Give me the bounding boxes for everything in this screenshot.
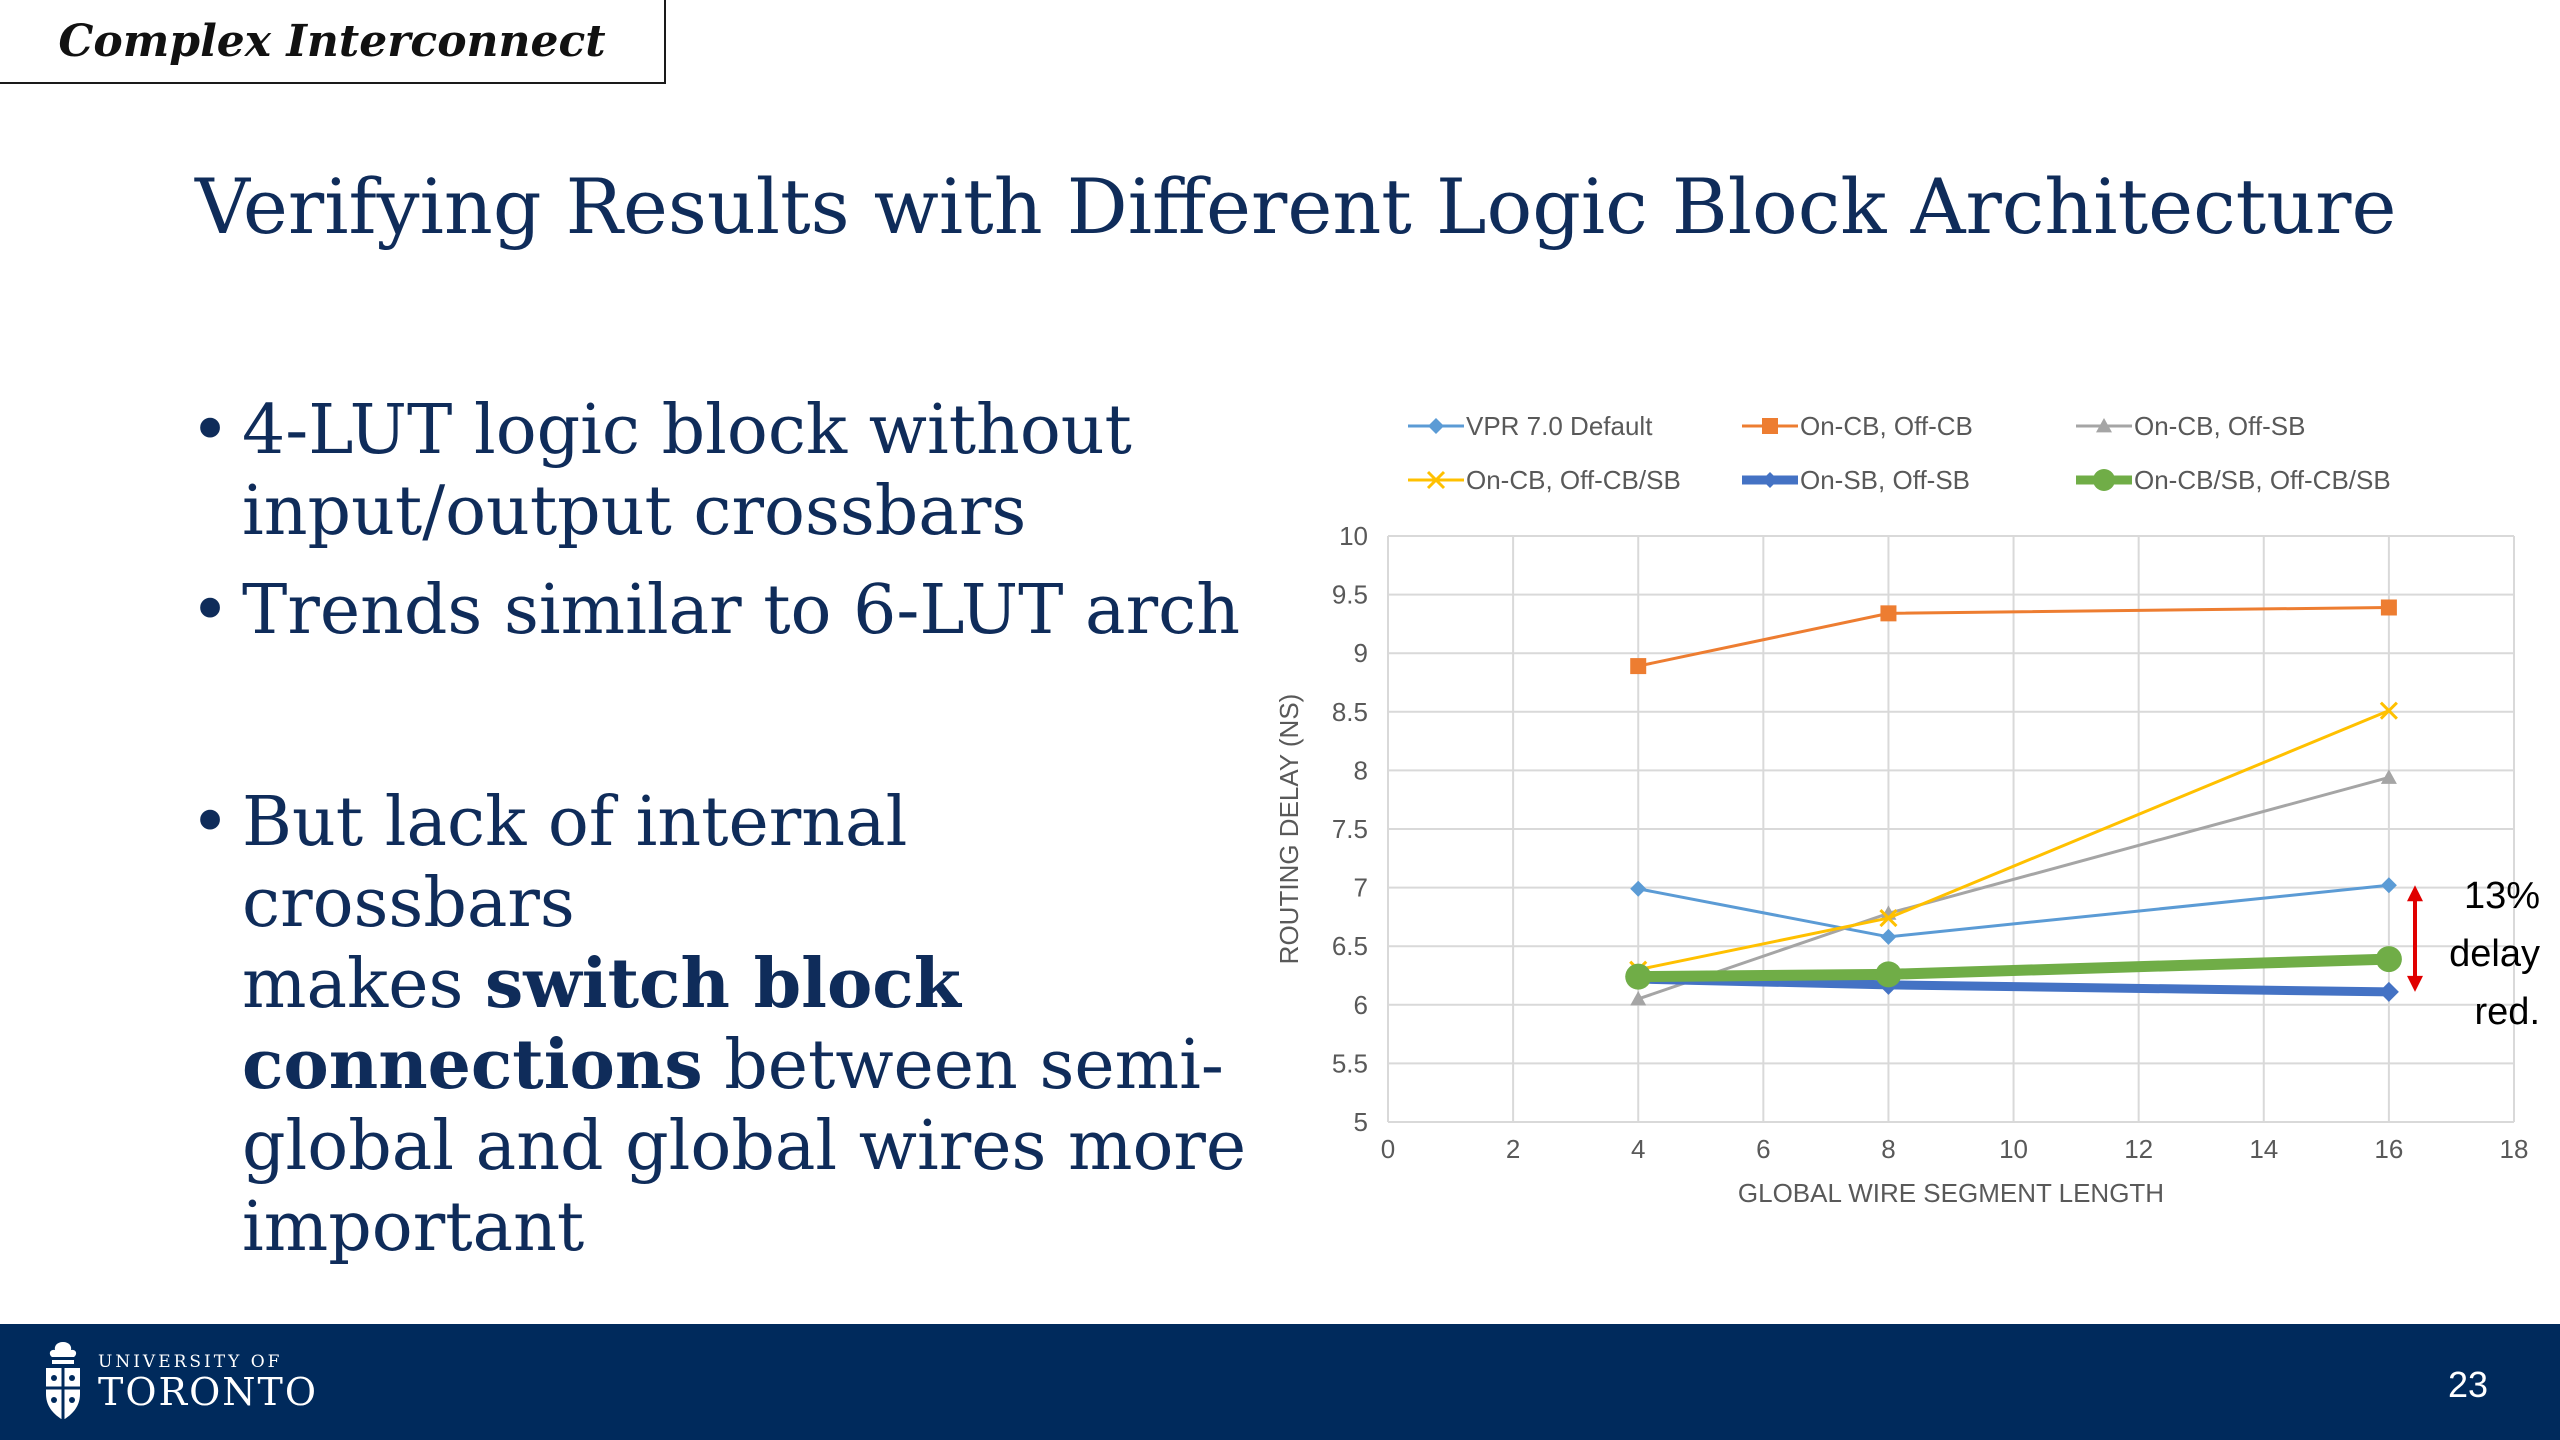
slide-title: Verifying Results with Different Logic B… [195, 162, 2397, 251]
x-tick-label: 4 [1631, 1134, 1645, 1164]
bullet-3-line-2: makes switch block [242, 944, 1250, 1025]
data-point-3 [1879, 909, 1898, 928]
y-tick-label: 9.5 [1332, 580, 1368, 610]
data-point-1 [1630, 658, 1647, 675]
bullet-3-line-5: important [242, 1188, 585, 1267]
bullet-1-line-1: 4-LUT logic block without [242, 391, 1132, 470]
bullet-list: • 4-LUT logic block without input/output… [190, 390, 1250, 1268]
legend-swatch-marker [2093, 469, 2115, 491]
y-tick-label: 6 [1354, 990, 1368, 1020]
data-point-2 [2380, 769, 2397, 784]
section-tag-label: Complex Interconnect [58, 15, 606, 67]
bullet-dot: • [190, 783, 231, 862]
university-logo: UNIVERSITY OF TORONTO [40, 1336, 318, 1428]
routing-delay-chart: 0 2 4 6 8 10 12 14 16 18 5 5.5 6 6.5 7 7.5 8 8.5 9 9.5 10 GLO… [1240, 390, 2540, 1250]
data-point-0 [2380, 877, 2397, 894]
legend-swatch-marker [2096, 418, 2112, 433]
x-tick-label: 8 [1881, 1134, 1895, 1164]
x-tick-label: 16 [2374, 1134, 2403, 1164]
x-tick-label: 12 [2124, 1134, 2153, 1164]
bullet-1: • 4-LUT logic block without input/output… [190, 390, 1250, 552]
x-tick-label: 0 [1381, 1134, 1395, 1164]
y-tick-label: 10 [1339, 521, 1368, 551]
data-point-1 [1880, 605, 1897, 622]
x-tick-label: 14 [2249, 1134, 2278, 1164]
legend-label: On-CB/SB, Off-CB/SB [2134, 465, 2391, 495]
y-tick-label: 7.5 [1332, 814, 1368, 844]
y-tick-label: 5.5 [1332, 1048, 1368, 1078]
data-point-4 [2378, 981, 2399, 1002]
bullet-3-emphasis-1: switch block [484, 944, 961, 1024]
annotation-text: 13% [2464, 875, 2540, 917]
y-tick-label: 7 [1354, 873, 1368, 903]
data-point-1 [2380, 599, 2397, 616]
footer-bar: UNIVERSITY OF TORONTO 23 [0, 1324, 2560, 1440]
legend-label: On-CB, Off-CB/SB [1466, 465, 1681, 495]
university-wordmark-top: UNIVERSITY OF [98, 1352, 283, 1372]
x-tick-label: 10 [1999, 1134, 2028, 1164]
data-point-5 [2375, 946, 2402, 973]
bullet-3-line-1: But lack of internal crossbars [242, 783, 908, 943]
y-tick-label: 8 [1354, 755, 1368, 785]
bullet-3-line-3: connections between semi- [242, 1025, 1250, 1106]
y-tick-label: 6.5 [1332, 931, 1368, 961]
bullet-3-line-2-pre: makes [242, 945, 485, 1024]
annotation-text: red. [2475, 991, 2540, 1033]
section-tag: Complex Interconnect [0, 0, 666, 84]
bullet-dot: • [190, 391, 231, 470]
bullet-2-text: Trends similar to 6-LUT arch [242, 571, 1240, 650]
bullet-1-line-2: input/output crossbars [242, 472, 1027, 551]
bullet-3-emphasis-2: connections [242, 1025, 703, 1105]
legend-swatch-marker [1426, 470, 1446, 490]
chart-svg: 0 2 4 6 8 10 12 14 16 18 5 5.5 6 6.5 7 7.5 8 8.5 9 9.5 10 GLO… [1274, 411, 2540, 1208]
y-tick-label: 8.5 [1332, 697, 1368, 727]
data-point-5 [1625, 963, 1652, 990]
x-tick-label: 6 [1756, 1134, 1770, 1164]
data-point-2 [1630, 990, 1647, 1006]
data-point-0 [1630, 880, 1647, 897]
legend-swatch-marker [1762, 418, 1778, 434]
legend-swatch-marker [1428, 418, 1444, 434]
x-tick-label: 2 [1506, 1134, 1520, 1164]
annotation-arrow-head-top [2407, 885, 2423, 902]
legend-label: VPR 7.0 Default [1466, 411, 1653, 441]
annotation-text: delay [2449, 933, 2540, 975]
page-number: 23 [2447, 1364, 2488, 1405]
legend-label: On-CB, Off-CB [1800, 411, 1973, 441]
annotation-arrow-head-bottom [2407, 975, 2423, 992]
university-wordmark: UNIVERSITY OF TORONTO [98, 1352, 318, 1412]
legend-label: On-CB, Off-SB [2134, 411, 2305, 441]
data-point-5 [1875, 961, 1902, 988]
x-axis-title: GLOBAL WIRE SEGMENT LENGTH [1738, 1178, 2164, 1208]
bullet-3-line-4: global and global wires more [242, 1107, 1247, 1186]
crest-icon [46, 1342, 80, 1420]
x-tick-label: 18 [2500, 1134, 2529, 1164]
bullet-dot: • [190, 571, 231, 650]
y-tick-label: 5 [1354, 1107, 1368, 1137]
bullet-2: • Trends similar to 6-LUT arch [190, 570, 1250, 651]
legend-label: On-SB, Off-SB [1800, 465, 1970, 495]
y-tick-label: 9 [1354, 638, 1368, 668]
university-wordmark-main: TORONTO [98, 1370, 319, 1414]
data-point-3 [2379, 701, 2398, 720]
bullet-3: • But lack of internal crossbars makes s… [190, 782, 1250, 1268]
legend-swatch-marker [1762, 472, 1778, 488]
bullet-3-line-3-post: between semi- [702, 1026, 1224, 1105]
data-point-0 [1880, 928, 1897, 945]
y-axis-title: ROUTING DELAY (NS) [1274, 694, 1304, 965]
